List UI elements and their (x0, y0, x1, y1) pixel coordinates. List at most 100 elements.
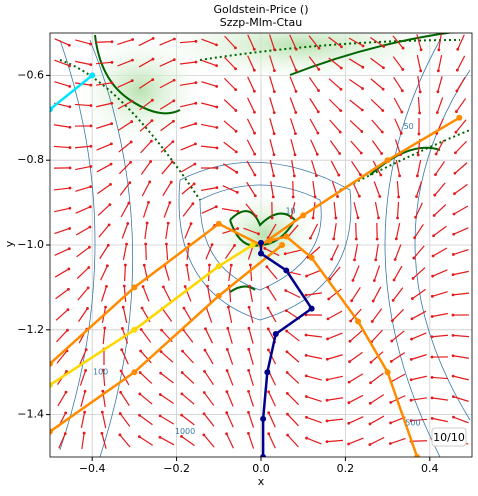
field-arrow-head (181, 350, 184, 353)
field-arrow-head (111, 81, 114, 84)
field-arrow (125, 265, 126, 281)
field-arrow-head (376, 238, 379, 241)
field-arrow-head (151, 78, 154, 81)
field-arrow-head (105, 285, 108, 288)
field-arrow-head (236, 191, 239, 194)
field-arrow (224, 142, 237, 152)
field-arrow (453, 376, 469, 380)
field-arrow (102, 433, 106, 448)
field-arrow (456, 98, 465, 111)
field-arrow (227, 392, 233, 407)
field-arrow-head (352, 279, 355, 282)
field-arrow-head (273, 69, 276, 72)
field-arrow-head (144, 243, 147, 246)
field-arrow-head (90, 84, 93, 87)
field-arrow-head (382, 45, 385, 48)
field-arrow (306, 417, 321, 422)
field-arrow (99, 225, 109, 237)
field-arrow (372, 140, 381, 153)
field-arrow-head (452, 253, 455, 256)
field-arrow-head (327, 317, 330, 320)
field-arrow-head (235, 150, 238, 153)
field-arrow-head (160, 329, 163, 332)
field-arrow-head (110, 163, 113, 166)
field-arrow-head (227, 306, 230, 309)
field-arrow-head (437, 69, 440, 72)
field-arrow (205, 371, 214, 384)
field-arrow (351, 141, 362, 153)
field-arrow-head (454, 151, 457, 154)
field-arrow-head (418, 112, 421, 115)
field-arrow-head (266, 265, 269, 268)
field-arrow (227, 349, 232, 364)
field-arrow-head (204, 327, 207, 330)
field-arrow-head (294, 111, 297, 114)
series-point (216, 221, 222, 227)
field-arrow-head (216, 167, 219, 170)
field-arrow (396, 223, 399, 239)
field-arrow-head (349, 320, 352, 323)
field-arrow-head (453, 213, 456, 216)
field-arrow (371, 99, 383, 110)
series-point (283, 267, 289, 273)
field-arrow-head (253, 132, 256, 135)
field-arrow-head (369, 423, 372, 426)
field-arrow-head (181, 371, 184, 374)
field-arrow-head (69, 187, 72, 190)
field-arrow-head (389, 422, 392, 425)
field-arrow (185, 224, 191, 239)
field-arrow-head (149, 160, 152, 163)
field-arrow-head (148, 181, 151, 184)
field-arrow-head (253, 90, 256, 93)
field-arrow (141, 330, 150, 343)
field-arrow (56, 310, 68, 321)
field-arrow-head (392, 299, 395, 302)
field-arrow-head (340, 45, 343, 48)
field-arrow-head (362, 44, 365, 47)
field-arrow (269, 434, 276, 449)
field-arrow-head (195, 40, 198, 43)
field-arrow (81, 391, 85, 406)
contour-label: 10 (285, 207, 295, 216)
field-arrow (54, 125, 70, 127)
field-arrow-head (305, 395, 308, 398)
field-arrow (102, 286, 107, 301)
field-arrow (224, 100, 236, 111)
field-arrow-head (371, 320, 374, 323)
field-arrow-head (312, 217, 315, 220)
field-arrow (330, 120, 341, 132)
field-arrow (453, 250, 468, 255)
field-arrow (120, 435, 130, 447)
field-arrow (75, 40, 90, 44)
field-arrow-head (452, 314, 455, 317)
series-point (216, 263, 222, 269)
field-arrow-head (339, 109, 342, 112)
field-arrow-head (162, 285, 165, 288)
field-arrow-head (129, 161, 132, 164)
field-arrow-head (139, 371, 142, 374)
field-arrow-head (432, 234, 435, 237)
field-arrow (411, 376, 427, 380)
field-arrow (247, 119, 254, 133)
field-arrow-head (419, 69, 422, 72)
field-arrow-head (110, 102, 113, 105)
field-arrow-head (361, 66, 364, 69)
field-arrow-head (410, 338, 413, 341)
field-arrow-head (410, 358, 413, 361)
field-arrow (166, 223, 168, 239)
field-arrow-head (123, 285, 126, 288)
field-arrow (228, 328, 232, 343)
field-arrow-head (400, 111, 403, 114)
field-arrow-head (338, 152, 341, 155)
field-arrow-head (431, 315, 434, 318)
field-arrow (201, 124, 217, 127)
y-tick-label: −1.2 (17, 323, 44, 336)
field-arrow-head (326, 440, 329, 443)
field-arrow (394, 77, 403, 90)
field-arrow-head (347, 443, 350, 446)
field-arrow-head (255, 215, 258, 218)
field-arrow-head (295, 48, 298, 51)
field-arrow-head (350, 299, 353, 302)
field-arrow-head (294, 132, 297, 135)
field-arrow-head (348, 381, 351, 384)
